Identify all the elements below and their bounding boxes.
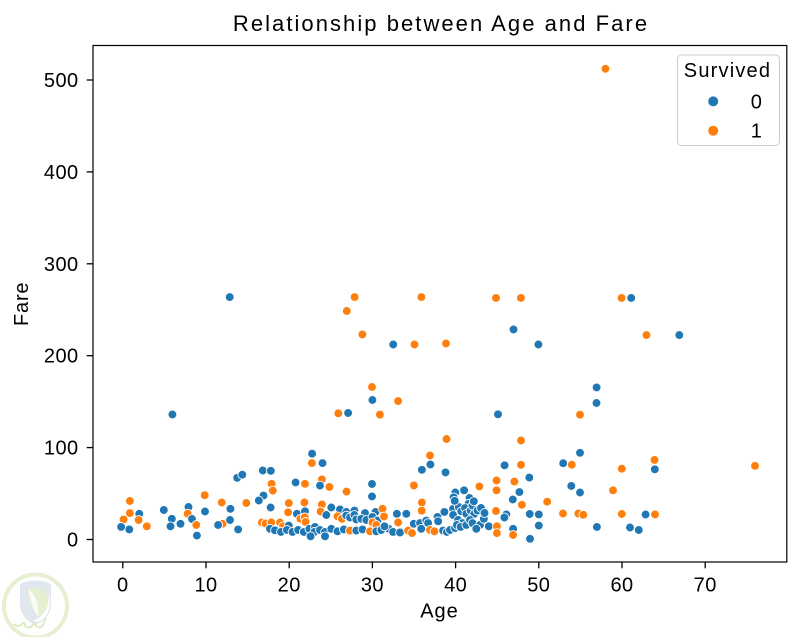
svg-text:10: 10 <box>194 575 217 597</box>
svg-text:Relationship between Age and F: Relationship between Age and Fare <box>233 11 649 36</box>
svg-text:1: 1 <box>751 121 762 143</box>
svg-text:Survived: Survived <box>684 60 771 82</box>
svg-text:60: 60 <box>610 575 633 597</box>
svg-text:300: 300 <box>44 254 79 276</box>
svg-text:0: 0 <box>67 530 79 552</box>
svg-text:40: 40 <box>444 575 467 597</box>
svg-text:70: 70 <box>694 575 717 597</box>
svg-text:Fare: Fare <box>11 282 33 326</box>
svg-text:400: 400 <box>44 162 79 184</box>
svg-text:0: 0 <box>117 575 129 597</box>
svg-text:Age: Age <box>420 601 459 623</box>
svg-text:500: 500 <box>44 70 79 92</box>
svg-text:50: 50 <box>527 575 550 597</box>
svg-text:20: 20 <box>278 575 301 597</box>
svg-text:30: 30 <box>361 575 384 597</box>
svg-text:200: 200 <box>44 346 79 368</box>
svg-text:0: 0 <box>751 91 762 113</box>
svg-text:100: 100 <box>44 438 79 460</box>
